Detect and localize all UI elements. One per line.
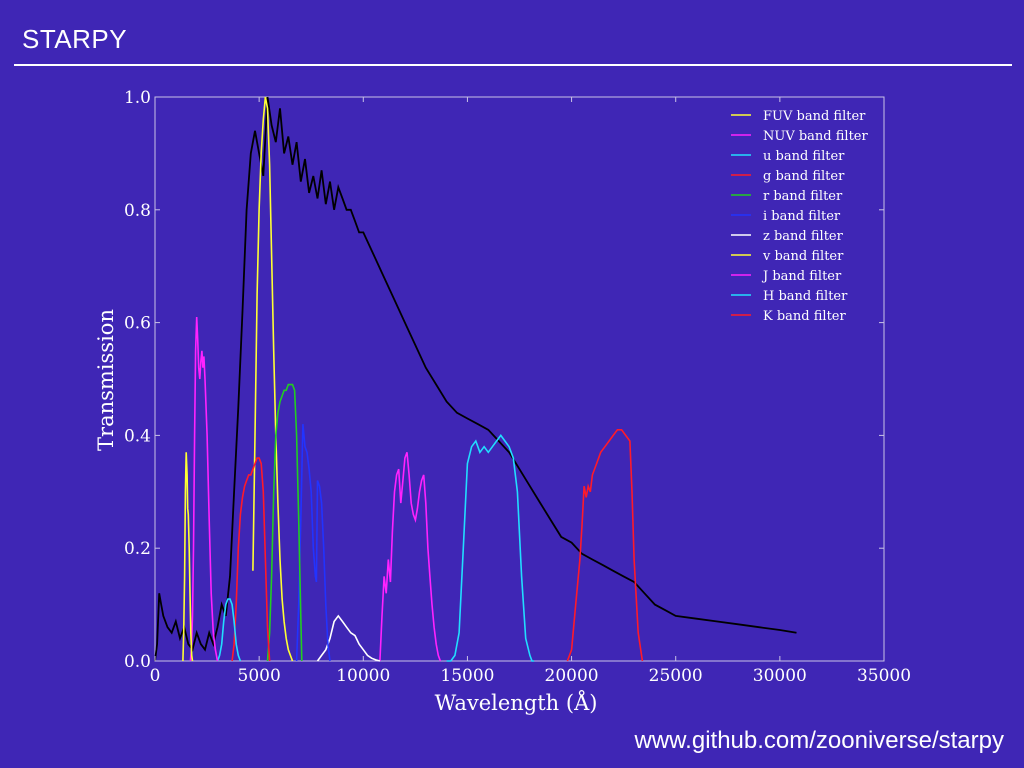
x-tick-label: 5000 — [238, 666, 281, 686]
legend-label: i band filter — [763, 209, 841, 224]
u-band-filter-line — [216, 598, 242, 662]
repo-link[interactable]: www.github.com/zooniverse/starpy — [634, 727, 1005, 754]
j-band-filter-line — [379, 452, 442, 662]
nuv-band-filter-line — [189, 316, 219, 662]
legend-label: r band filter — [763, 189, 843, 204]
y-tick-label: 0.2 — [124, 539, 151, 559]
y-tick-label: 0.8 — [124, 201, 151, 221]
k-band-filter-line — [566, 429, 644, 662]
y-tick-label: 0.4 — [124, 426, 151, 446]
x-tick-label: 15000 — [440, 666, 494, 686]
fuv-band-filter-line — [182, 452, 194, 662]
legend-label: FUV band filter — [763, 109, 866, 124]
x-tick-label: 10000 — [336, 666, 390, 686]
i-band-filter-line — [295, 424, 331, 662]
x-tick-label: 20000 — [545, 666, 599, 686]
legend-label: K band filter — [763, 309, 846, 324]
legend-label: H band filter — [763, 289, 848, 304]
title-divider — [14, 64, 1012, 66]
y-tick-label: 0.6 — [124, 314, 151, 334]
v-band-filter-line — [252, 96, 294, 662]
legend-label: J band filter — [761, 269, 842, 284]
legend-label: NUV band filter — [763, 129, 868, 144]
g-band-filter-line — [231, 457, 271, 662]
x-axis-label: Wavelength (Å) — [435, 690, 598, 715]
slide-title: STARPY — [22, 24, 128, 54]
legend-label: v band filter — [762, 249, 844, 264]
legend-label: g band filter — [763, 169, 845, 184]
h-band-filter-line — [446, 434, 535, 662]
legend-label: u band filter — [763, 149, 845, 164]
r-band-filter-line — [266, 383, 303, 662]
y-tick-label: 0.0 — [124, 652, 151, 672]
plot-area — [154, 96, 885, 662]
spectrum-line — [154, 96, 797, 662]
legend-label: z band filter — [763, 229, 844, 244]
x-tick-label: 25000 — [649, 666, 703, 686]
y-axis-label: Transmission — [94, 309, 118, 451]
x-tick-label: 30000 — [753, 666, 807, 686]
x-tick-label: 0 — [150, 666, 161, 686]
x-tick-label: 35000 — [857, 666, 911, 686]
y-tick-label: 1.0 — [124, 88, 151, 108]
